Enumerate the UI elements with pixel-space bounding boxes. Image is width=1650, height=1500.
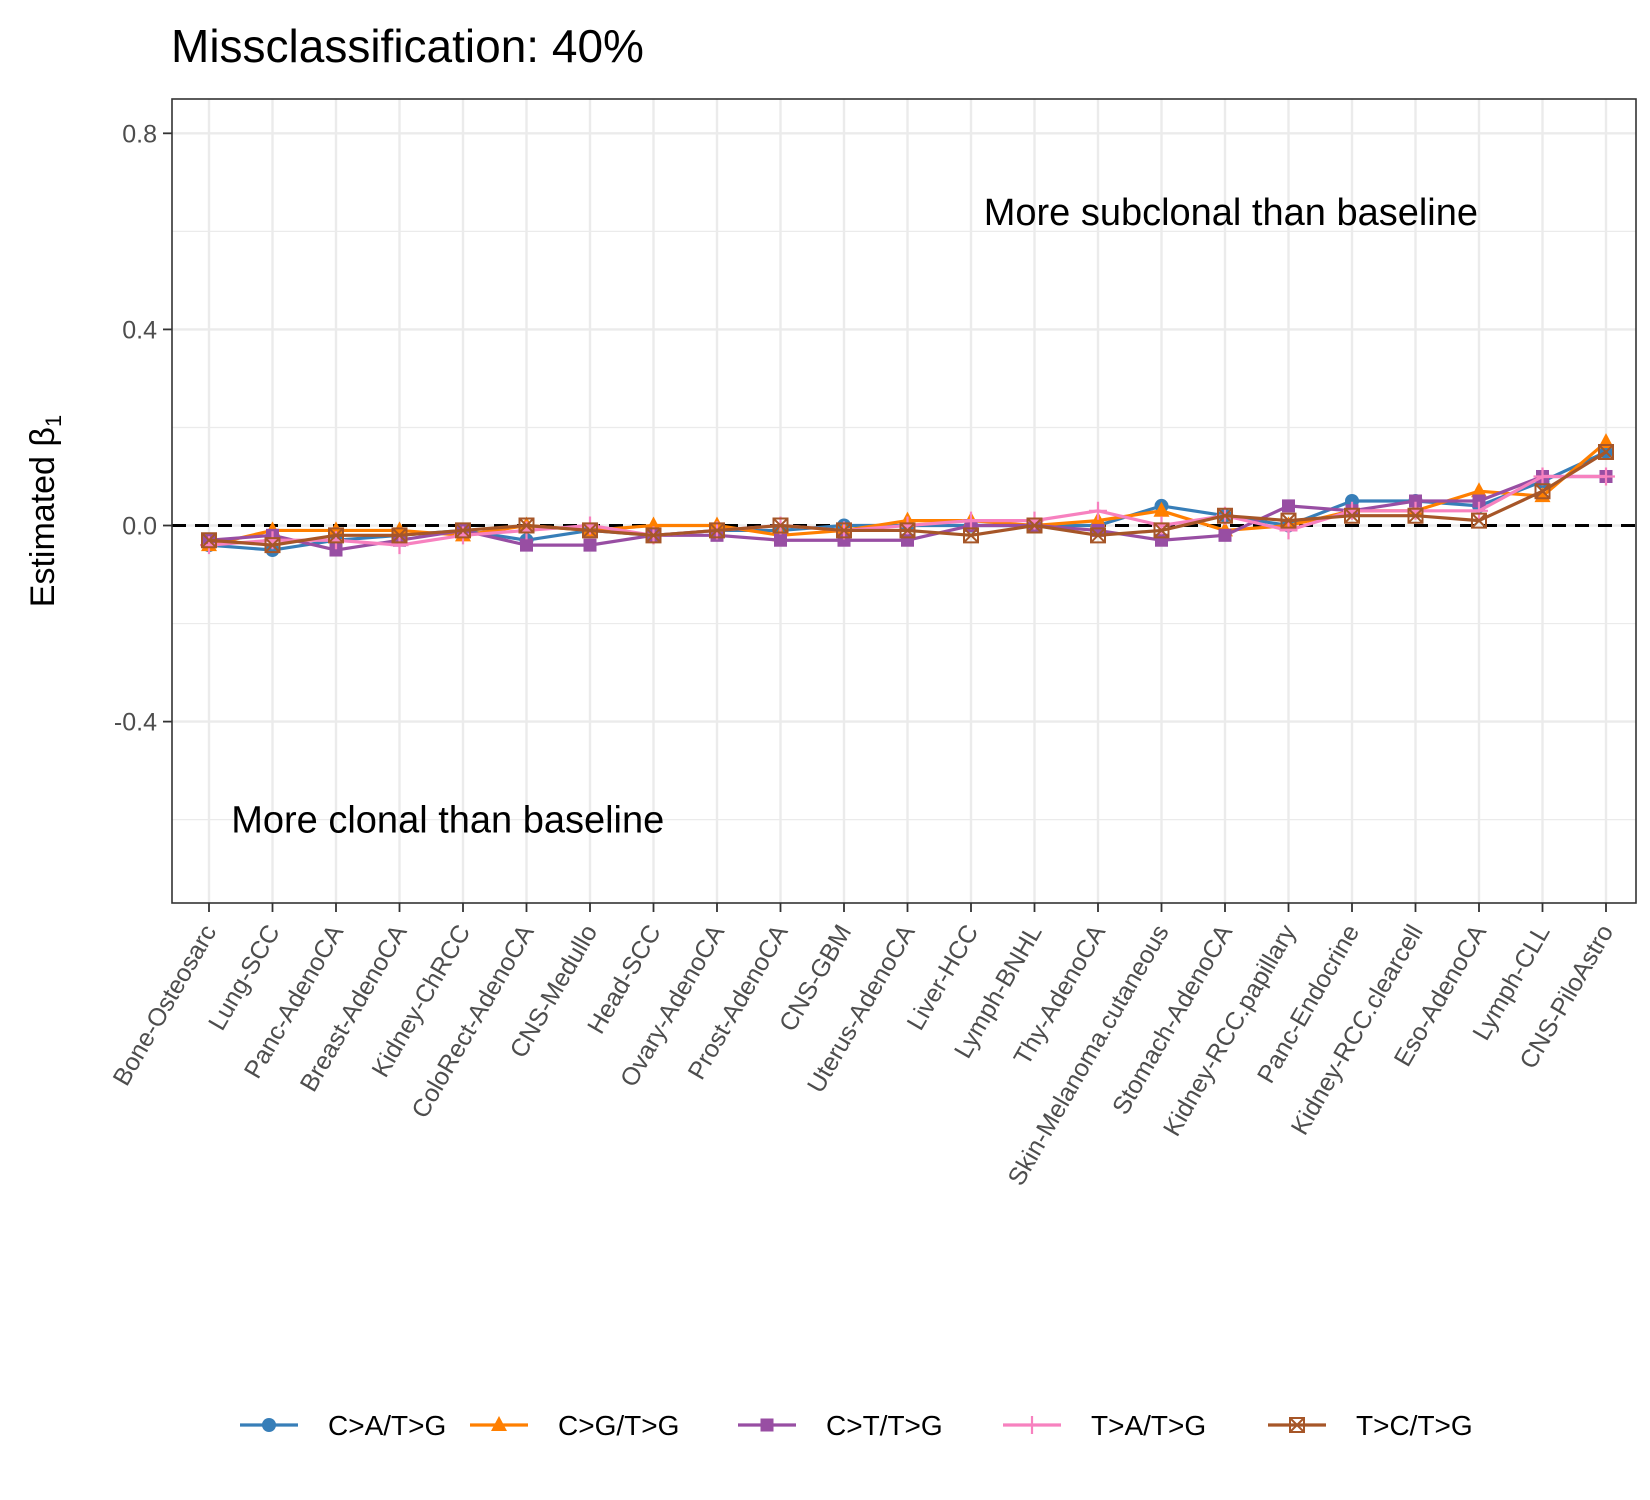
plot-panel-border — [171, 98, 1637, 904]
legend-marker — [1023, 1416, 1041, 1434]
data-point — [1153, 522, 1170, 539]
y-axis-title-subscript: 1 — [41, 415, 66, 427]
legend-item: T>C/T>G — [1268, 1410, 1473, 1441]
x-tick-label: Bone-Osteosarc — [108, 920, 223, 1090]
y-tick-label: 0.8 — [122, 120, 157, 148]
legend-marker — [1289, 1417, 1305, 1433]
legend-label: C>T/T>G — [826, 1410, 943, 1441]
legend-label: T>A/T>G — [1091, 1410, 1206, 1441]
legend-item: C>A/T>G — [240, 1410, 446, 1441]
legend-item: C>G/T>G — [470, 1410, 679, 1441]
data-point — [1280, 512, 1297, 529]
data-point — [264, 537, 281, 554]
y-tick-label: 0.0 — [122, 513, 157, 541]
legend: C>A/T>G C>G/T>G C>T/T>G T>A/T>G T>C/T>G — [240, 1410, 1473, 1441]
data-point — [1472, 494, 1486, 508]
data-point — [1534, 483, 1551, 500]
data-point — [391, 527, 408, 544]
data-point — [1282, 499, 1295, 513]
annotation-text: More subclonal than baseline — [984, 192, 1478, 234]
data-point — [1090, 527, 1106, 544]
data-point — [390, 536, 409, 555]
legend-marker — [760, 1418, 774, 1432]
data-point — [518, 517, 535, 534]
data-point — [1026, 517, 1043, 534]
y-axis-title-main: Estimated β — [24, 427, 62, 607]
data-point — [645, 527, 662, 544]
data-point — [582, 522, 598, 539]
data-point — [520, 538, 533, 552]
data-point — [1470, 501, 1488, 520]
data-point — [1409, 494, 1422, 508]
data-point — [1218, 528, 1232, 542]
y-tick-label: 0.4 — [122, 316, 157, 344]
annotations: More subclonal than baseline More clonal … — [231, 192, 1478, 842]
grid — [172, 99, 1636, 903]
data-point — [1471, 512, 1487, 529]
data-point — [265, 543, 280, 558]
legend-item: T>A/T>G — [1003, 1410, 1206, 1441]
data-point — [1533, 467, 1552, 486]
y-axis-title: Estimated β1 — [24, 415, 66, 607]
data-point — [1598, 443, 1614, 460]
data-point — [1597, 467, 1615, 486]
data-point — [1471, 482, 1487, 498]
data-point — [772, 517, 789, 534]
chart-title: Missclassification: 40% — [171, 20, 644, 72]
data-point — [962, 511, 980, 530]
data-point — [1407, 507, 1424, 524]
data-point — [1089, 501, 1107, 520]
data-point — [1217, 507, 1233, 524]
legend-label: T>C/T>G — [1356, 1410, 1473, 1441]
data-point — [583, 538, 597, 552]
data-point — [709, 522, 725, 539]
data-point — [836, 522, 852, 539]
data-point — [455, 522, 471, 539]
legend-label: C>G/T>G — [558, 1410, 679, 1441]
y-tick-label: -0.4 — [114, 709, 157, 737]
data-point — [774, 533, 787, 547]
data-point — [328, 527, 344, 544]
legend-marker — [491, 1416, 507, 1431]
series-4 — [201, 443, 1614, 554]
legend-item: C>T/T>G — [738, 1410, 943, 1441]
legend-label: C>A/T>G — [328, 1410, 446, 1441]
x-tick-label: Stomach-AdenoCA — [1107, 920, 1238, 1120]
legend-marker — [262, 1418, 276, 1432]
data-point — [329, 543, 343, 557]
data-point — [1279, 521, 1298, 540]
data-point — [201, 532, 217, 549]
data-point — [963, 527, 979, 544]
annotation-text: More clonal than baseline — [231, 800, 664, 842]
series-group — [200, 433, 1615, 558]
x-axis: Bone-OsteosarcLung-SCCPanc-AdenoCABreast… — [108, 903, 1619, 1190]
data-point — [899, 522, 916, 539]
data-point — [1344, 507, 1360, 524]
y-axis: -0.4 0.0 0.4 0.8 — [114, 120, 172, 737]
data-point — [1153, 501, 1170, 517]
